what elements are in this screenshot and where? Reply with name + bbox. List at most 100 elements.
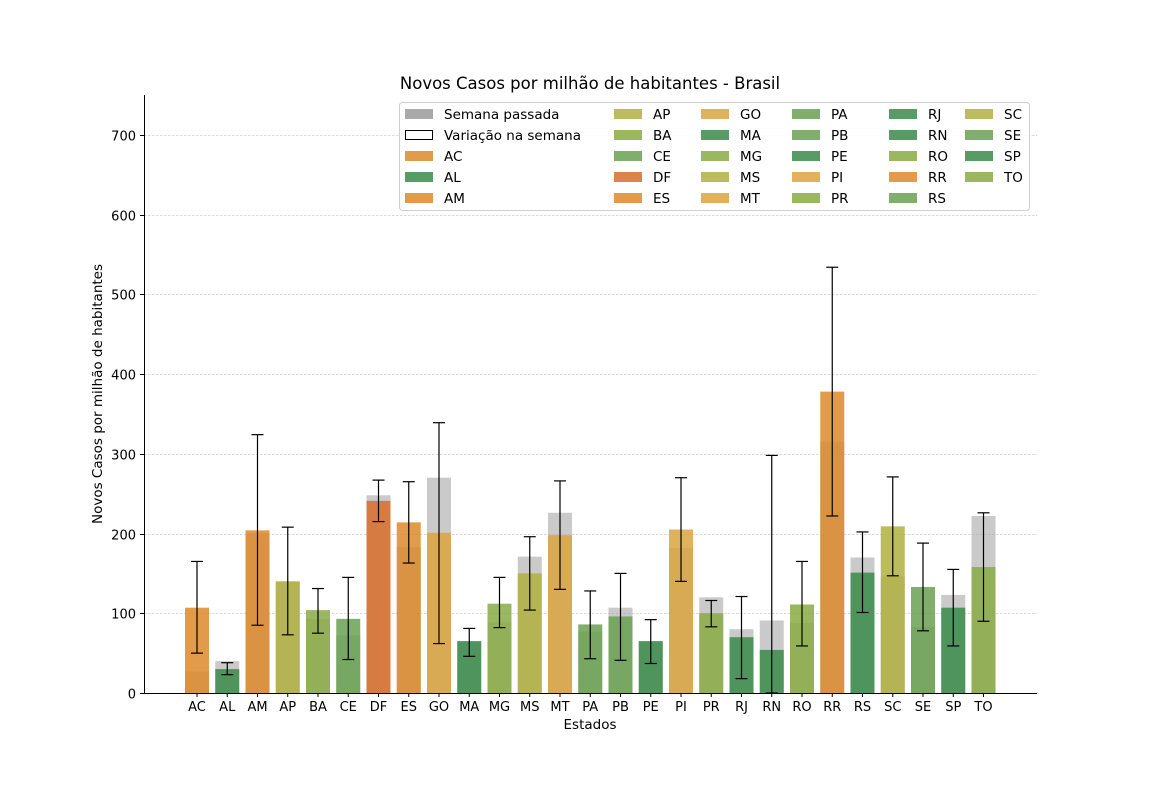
legend-swatch-rr bbox=[889, 172, 917, 182]
legend-label-se: SE bbox=[1004, 128, 1021, 144]
x-tick-label-pa: PA bbox=[582, 700, 598, 715]
legend: Semana passada Variação na semana AC AL AM AP… bbox=[399, 102, 1030, 211]
y-tick-label-200: 200 bbox=[111, 529, 136, 544]
x-tick-label-ms: MS bbox=[520, 700, 539, 715]
legend-swatch-es bbox=[614, 193, 642, 203]
legend-label-pr: PR bbox=[831, 191, 849, 207]
x-tick-label-rn: RN bbox=[762, 700, 781, 715]
legend-label-mg: MG bbox=[740, 149, 762, 165]
legend-swatch-rs bbox=[889, 193, 917, 203]
x-tick-label-go: GO bbox=[429, 700, 449, 715]
legend-swatch-rj bbox=[889, 109, 917, 119]
x-tick-label-mt: MT bbox=[550, 700, 569, 715]
legend-swatch-ro bbox=[889, 151, 917, 161]
legend-label-varia-o-na-semana: Variação na semana bbox=[444, 128, 581, 144]
legend-label-ba: BA bbox=[653, 128, 672, 144]
y-tick-label-600: 600 bbox=[111, 210, 136, 225]
legend-swatch-pb bbox=[792, 130, 820, 140]
y-axis-label: Novos Casos por milhão de habitantes bbox=[90, 264, 106, 524]
y-tick-label-700: 700 bbox=[111, 130, 136, 145]
legend-label-sc: SC bbox=[1004, 107, 1022, 123]
legend-label-to: TO bbox=[1003, 170, 1023, 186]
legend-label-rr: RR bbox=[928, 170, 947, 186]
legend-swatch-mt bbox=[701, 193, 729, 203]
legend-label-pe: PE bbox=[831, 149, 848, 165]
legend-label-pb: PB bbox=[831, 128, 848, 144]
legend-swatch-go bbox=[701, 109, 729, 119]
x-tick-label-pb: PB bbox=[612, 700, 629, 715]
legend-swatch-ms bbox=[701, 172, 729, 182]
legend-label-am: AM bbox=[444, 191, 465, 207]
grid-layer bbox=[144, 135, 1037, 614]
legend-label-ce: CE bbox=[653, 149, 671, 165]
legend-swatch-semana-passada bbox=[405, 109, 433, 119]
x-tick-label-rj: RJ bbox=[735, 700, 748, 715]
x-tick-label-sp: SP bbox=[945, 700, 961, 715]
x-tick-label-to: TO bbox=[973, 700, 992, 715]
y-ticks: 0 100 200 300 400 500 600 700 bbox=[111, 130, 144, 703]
x-tick-label-pi: PI bbox=[675, 700, 687, 715]
x-tick-label-rr: RR bbox=[823, 700, 841, 715]
x-tick-label-am: AM bbox=[247, 700, 267, 715]
legend-label-go: GO bbox=[740, 107, 761, 123]
x-tick-label-ma: MA bbox=[459, 700, 479, 715]
legend-label-pa: PA bbox=[831, 107, 848, 123]
legend-swatch-mg bbox=[701, 151, 729, 161]
x-ticks: AC AL AM AP BA CE DF ES GO MA MG MS MT PA PB PE PI PR RJ RN… bbox=[188, 693, 993, 715]
legend-swatch-df bbox=[614, 172, 642, 182]
legend-label-pi: PI bbox=[831, 170, 843, 186]
x-tick-label-ce: CE bbox=[340, 700, 357, 715]
y-tick-label-0: 0 bbox=[128, 688, 136, 703]
legend-label-df: DF bbox=[653, 170, 671, 186]
legend-swatch-varia-o-na-semana bbox=[405, 130, 433, 140]
x-tick-label-mg: MG bbox=[489, 700, 510, 715]
x-tick-label-ba: BA bbox=[309, 700, 327, 715]
x-tick-label-pe: PE bbox=[643, 700, 659, 715]
error-bars bbox=[191, 266, 990, 694]
legend-label-rn: RN bbox=[928, 128, 947, 144]
legend-swatch-pe bbox=[792, 151, 820, 161]
legend-label-ac: AC bbox=[444, 149, 462, 165]
legend-label-semana-passada: Semana passada bbox=[444, 107, 559, 123]
legend-label-ma: MA bbox=[740, 128, 762, 144]
legend-swatch-sc bbox=[965, 109, 993, 119]
legend-label-rs: RS bbox=[928, 191, 946, 207]
x-tick-label-pr: PR bbox=[703, 700, 720, 715]
legend-label-mt: MT bbox=[740, 191, 761, 207]
legend-swatch-pa bbox=[792, 109, 820, 119]
y-tick-label-300: 300 bbox=[111, 449, 136, 464]
legend-swatch-rn bbox=[889, 130, 917, 140]
legend-swatch-ma bbox=[701, 130, 729, 140]
legend-swatch-se bbox=[965, 130, 993, 140]
x-tick-label-df: DF bbox=[370, 700, 388, 715]
x-tick-label-sc: SC bbox=[884, 700, 901, 715]
legend-label-es: ES bbox=[653, 191, 670, 207]
legend-swatch-ba bbox=[614, 130, 642, 140]
legend-swatch-sp bbox=[965, 151, 993, 161]
bar-current-week-df bbox=[366, 500, 391, 693]
legend-label-sp: SP bbox=[1004, 149, 1021, 165]
legend-swatch-ac bbox=[405, 151, 433, 161]
x-tick-label-es: ES bbox=[401, 700, 417, 715]
x-tick-label-ap: AP bbox=[279, 700, 296, 715]
legend-label-ms: MS bbox=[740, 170, 760, 186]
legend-label-rj: RJ bbox=[928, 107, 941, 123]
legend-swatch-pi bbox=[792, 172, 820, 182]
legend-swatch-am bbox=[405, 193, 433, 203]
chart-title: Novos Casos por milhão de habitantes - B… bbox=[400, 74, 780, 93]
legend-swatch-al bbox=[405, 172, 433, 182]
legend-label-ap: AP bbox=[653, 107, 670, 123]
y-tick-label-100: 100 bbox=[111, 608, 136, 623]
x-tick-label-ac: AC bbox=[188, 700, 206, 715]
x-axis-label: Estados bbox=[564, 717, 617, 733]
x-tick-label-ro: RO bbox=[792, 700, 811, 715]
x-tick-label-se: SE bbox=[915, 700, 931, 715]
legend-label-ro: RO bbox=[928, 149, 948, 165]
legend-swatch-pr bbox=[792, 193, 820, 203]
legend-swatch-ap bbox=[614, 109, 642, 119]
x-tick-label-rs: RS bbox=[854, 700, 871, 715]
x-tick-label-al: AL bbox=[219, 700, 236, 715]
y-tick-label-500: 500 bbox=[111, 289, 136, 304]
legend-swatch-ce bbox=[614, 151, 642, 161]
